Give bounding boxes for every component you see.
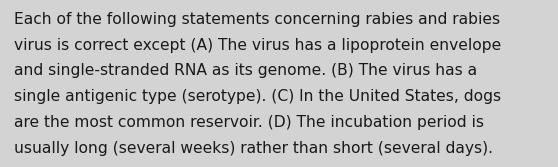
Text: and single-stranded RNA as its genome. (B) The virus has a: and single-stranded RNA as its genome. (… [14,63,477,78]
Text: virus is correct except (A) The virus has a lipoprotein envelope: virus is correct except (A) The virus ha… [14,38,501,53]
Text: Each of the following statements concerning rabies and rabies: Each of the following statements concern… [14,12,500,27]
Text: are the most common reservoir. (D) The incubation period is: are the most common reservoir. (D) The i… [14,115,484,130]
Text: single antigenic type (serotype). (C) In the United States, dogs: single antigenic type (serotype). (C) In… [14,89,501,104]
Text: usually long (several weeks) rather than short (several days).: usually long (several weeks) rather than… [14,141,493,156]
